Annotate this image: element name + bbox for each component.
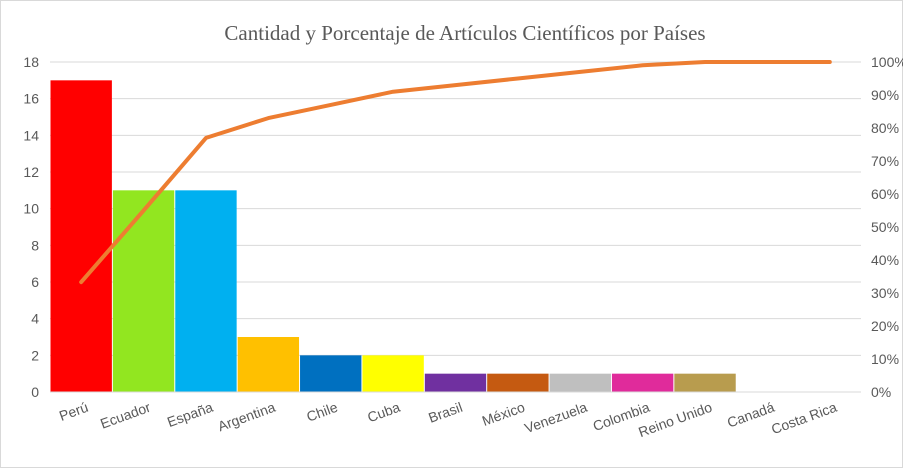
bar-8: [550, 374, 611, 392]
y2-tick-label: 50%: [871, 219, 899, 235]
bar-2: [175, 190, 236, 392]
bar-3: [238, 337, 299, 392]
category-label: Venezuela: [522, 399, 589, 436]
y-axis-primary: 0 2 4 6 8 10 12 14 16 18: [23, 54, 39, 400]
category-label: Costa Rica: [769, 399, 839, 438]
bar-6: [425, 374, 486, 392]
y2-tick-label: 40%: [871, 252, 899, 268]
category-label: Brasil: [426, 399, 464, 426]
category-label: Perú: [57, 399, 90, 424]
y-tick-label: 8: [31, 237, 39, 253]
bar-0: [51, 80, 112, 392]
bar-1: [113, 190, 174, 392]
y2-tick-label: 100%: [871, 54, 903, 70]
y-tick-label: 16: [23, 91, 39, 107]
category-label: Ecuador: [98, 399, 153, 432]
bar-10: [674, 374, 735, 392]
y-axis-secondary: 0% 10% 20% 30% 40% 50% 60% 70% 80% 90% 100%: [871, 54, 903, 400]
y2-tick-label: 10%: [871, 351, 899, 367]
y-tick-label: 0: [31, 384, 39, 400]
y2-tick-label: 20%: [871, 318, 899, 334]
y-tick-label: 2: [31, 347, 39, 363]
bar-7: [487, 374, 548, 392]
y-tick-label: 12: [23, 164, 39, 180]
y-tick-label: 10: [23, 201, 39, 217]
y2-tick-label: 0%: [871, 384, 891, 400]
y-tick-label: 18: [23, 54, 39, 70]
category-label: Argentina: [216, 399, 278, 435]
y2-tick-label: 60%: [871, 186, 899, 202]
bar-9: [612, 374, 673, 392]
bar-series: [51, 80, 736, 392]
bar-5: [362, 355, 423, 392]
category-label: Canadá: [725, 399, 777, 431]
y-tick-label: 14: [23, 127, 39, 143]
y-tick-label: 6: [31, 274, 39, 290]
chart-title: Cantidad y Porcentaje de Artículos Cient…: [224, 21, 705, 45]
category-label: Cuba: [365, 399, 402, 426]
y2-tick-label: 70%: [871, 153, 899, 169]
category-label: Chile: [304, 399, 340, 425]
y-tick-label: 4: [31, 311, 39, 327]
y2-tick-label: 80%: [871, 120, 899, 136]
y2-tick-label: 90%: [871, 87, 899, 103]
category-label: México: [480, 399, 527, 429]
category-label: España: [165, 399, 215, 430]
y2-tick-label: 30%: [871, 285, 899, 301]
bar-4: [300, 355, 361, 392]
